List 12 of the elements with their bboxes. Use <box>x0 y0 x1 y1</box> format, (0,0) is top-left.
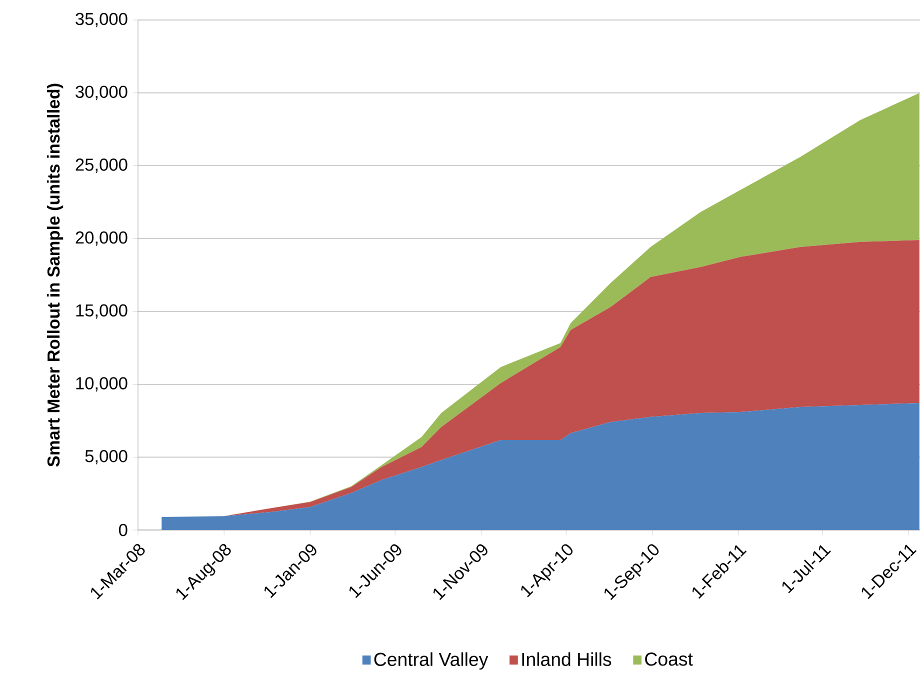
y-tick-label: 0 <box>118 524 128 536</box>
y-tick-label: 5,000 <box>85 450 128 464</box>
y-tick-label: 10,000 <box>76 377 128 392</box>
legend-label: Coast <box>645 652 693 666</box>
y-tick-label: 35,000 <box>76 12 128 28</box>
legend-label: Central Valley <box>374 652 488 670</box>
y-tick-label: 25,000 <box>76 158 128 173</box>
y-tick-label: 15,000 <box>76 304 128 319</box>
y-tick-label: 30,000 <box>76 86 128 100</box>
y-axis-title: Smart Meter Rollout in Sample (units installed) <box>46 84 64 467</box>
y-tick-label: 20,000 <box>76 231 128 246</box>
legend-label: Inland Hills <box>522 652 612 666</box>
